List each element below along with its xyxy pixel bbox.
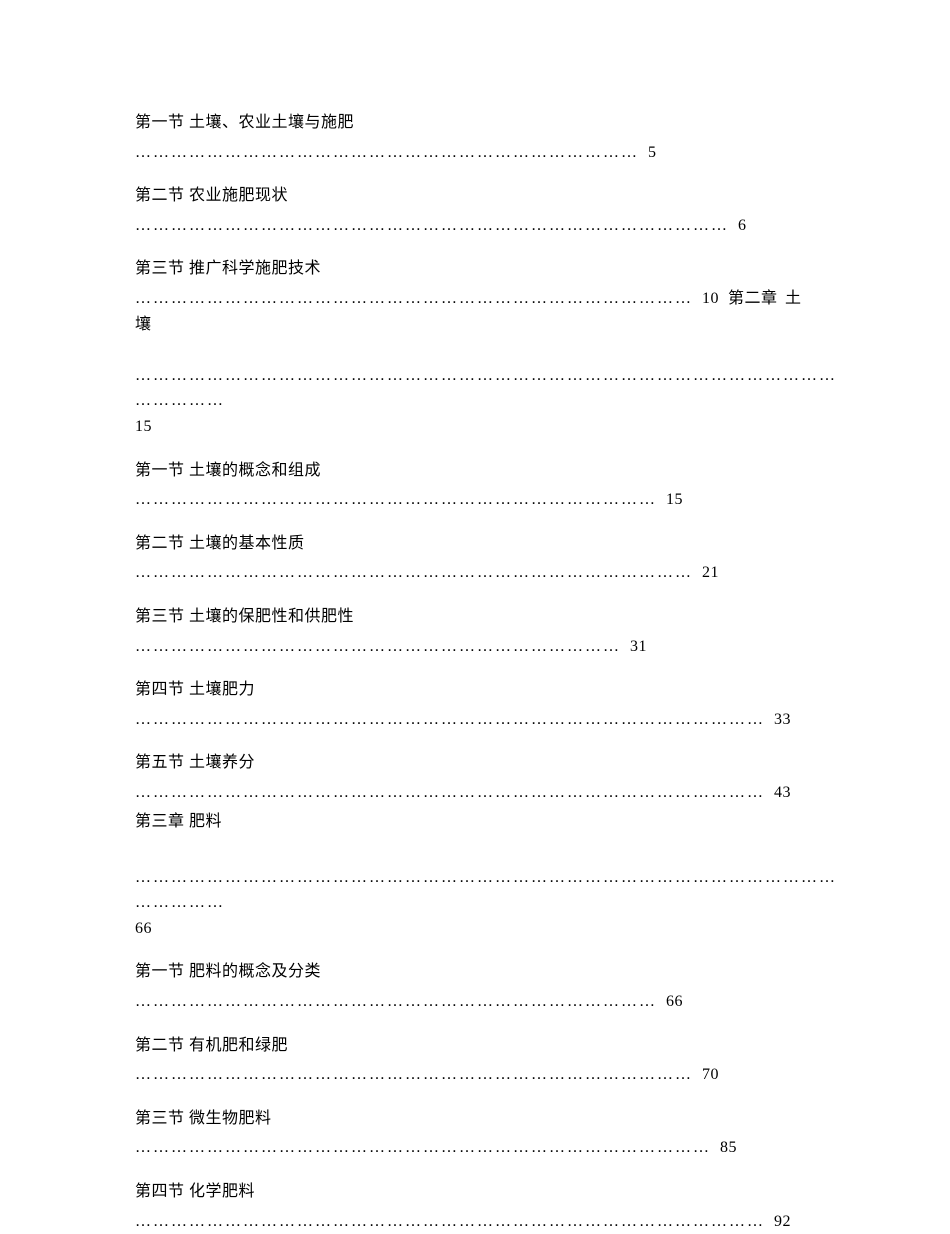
toc-page: 66 [135,920,152,937]
toc-dots-line: …………………………………………………………………………… 66 [135,989,815,1015]
toc-title: 第一节 肥料的概念及分类 [135,959,815,985]
toc-title: 第五节 土壤养分 [135,750,815,776]
toc-dots: …………………………………………………………………………………… [135,1139,711,1156]
toc-dots-line: …………………………………………………………………………………………… 33 [135,707,815,733]
toc-dots-line: ……………………………………………………………………… 31 [135,634,815,660]
toc-entry: 第五节 土壤养分 …………………………………………………………………………………… [135,750,815,805]
toc-extra-dots-line: ……………………………………………………………………………………………………… … [135,337,815,439]
toc-entry: 第四节 土壤肥力 …………………………………………………………………………………… [135,677,815,732]
toc-title: 第一节 土壤、农业土壤与施肥 [135,110,815,136]
toc-dots: …………………………………………………………………………………………… [135,1213,765,1230]
toc-page: 31 [630,638,647,655]
toc-entry: 第二节 有机肥和绿肥 ……………………………………………………………………………… [135,1033,815,1088]
toc-dots-line: ……………………………………………………………………………………… 6 [135,213,815,239]
toc-extra-dots: ……………………………………………………………………………………………………… … [135,367,837,410]
toc-page: 92 [774,1213,791,1230]
toc-page: 66 [666,993,683,1010]
toc-page: 85 [720,1139,737,1156]
toc-dots: ……………………………………………………………………… [135,638,621,655]
toc-title: 第四节 化学肥料 [135,1179,815,1205]
toc-title: 第四节 土壤肥力 [135,677,815,703]
toc-dots-line: ………………………………………………………………………………… 21 [135,560,815,586]
toc-extra-page: 15 [135,418,152,435]
toc-entry: 第一节 土壤的概念和组成 ………………………………………………………………………… [135,458,815,513]
toc-dots-line: ………………………………………………………………………………… 10 第二章 土… [135,286,815,337]
toc-entry: 第二节 农业施肥现状 ……………………………………………………………………………… [135,183,815,238]
toc-page: 70 [702,1066,719,1083]
toc-dots: …………………………………………………………………………… [135,993,657,1010]
toc-entry: 第三节 微生物肥料 ………………………………………………………………………………… [135,1106,815,1161]
toc-dots-line: ………………………………………………………………………………… 70 [135,1062,815,1088]
toc-page: 5 [648,144,657,161]
toc-dots: …………………………………………………………………………………………… [135,784,765,801]
toc-title: 第三节 微生物肥料 [135,1106,815,1132]
toc-dots-line: ……………………………………………………………………………………………………… … [135,839,815,941]
toc-entry: 第一节 土壤、农业土壤与施肥 …………………………………………………………………… [135,110,815,165]
toc-title: 第二节 有机肥和绿肥 [135,1033,815,1059]
toc-entry: 第四节 化学肥料 …………………………………………………………………………………… [135,1179,815,1234]
toc-entry: 第三节 土壤的保肥性和供肥性 …………………………………………………………………… [135,604,815,659]
toc-dots: …………………………………………………………………………………………… [135,711,765,728]
toc-title: 第二节 农业施肥现状 [135,183,815,209]
toc-dots: ……………………………………………………………………………………… [135,217,729,234]
toc-page: 43 [774,784,791,801]
toc-entry: 第二节 土壤的基本性质 …………………………………………………………………………… [135,531,815,586]
toc-dots: …………………………………………………………………………… [135,491,657,508]
toc-dots-line: …………………………………………………………………………… 15 [135,487,815,513]
toc-dots: ………………………………………………………………………………… [135,290,693,307]
table-of-contents: 第一节 土壤、农业土壤与施肥 …………………………………………………………………… [135,110,815,1234]
toc-page: 15 [666,491,683,508]
toc-page: 6 [738,217,747,234]
toc-entry: 第三节 推广科学施肥技术 ………………………………………………………………………… [135,256,815,439]
toc-title: 第三节 土壤的保肥性和供肥性 [135,604,815,630]
toc-dots-line: …………………………………………………………………………………………… 92 [135,1209,815,1234]
toc-dots-line: …………………………………………………………………………………………… 43 [135,780,815,806]
toc-title: 第三章 肥料 [135,809,815,835]
toc-dots-line: ………………………………………………………………………… 5 [135,140,815,166]
toc-dots: ………………………………………………………………………… [135,144,639,161]
toc-dots: ……………………………………………………………………………………………………… … [135,869,837,912]
toc-dots: ………………………………………………………………………………… [135,564,693,581]
toc-dots-line: …………………………………………………………………………………… 85 [135,1135,815,1161]
toc-dots: ………………………………………………………………………………… [135,1066,693,1083]
toc-title: 第一节 土壤的概念和组成 [135,458,815,484]
toc-title: 第二节 土壤的基本性质 [135,531,815,557]
toc-page: 33 [774,711,791,728]
toc-page: 10 [702,290,719,307]
toc-page: 21 [702,564,719,581]
toc-entry: 第一节 肥料的概念及分类 ………………………………………………………………………… [135,959,815,1014]
toc-title: 第三节 推广科学施肥技术 [135,256,815,282]
toc-entry: 第三章 肥料 ………………………………………………………………………………………… [135,809,815,941]
